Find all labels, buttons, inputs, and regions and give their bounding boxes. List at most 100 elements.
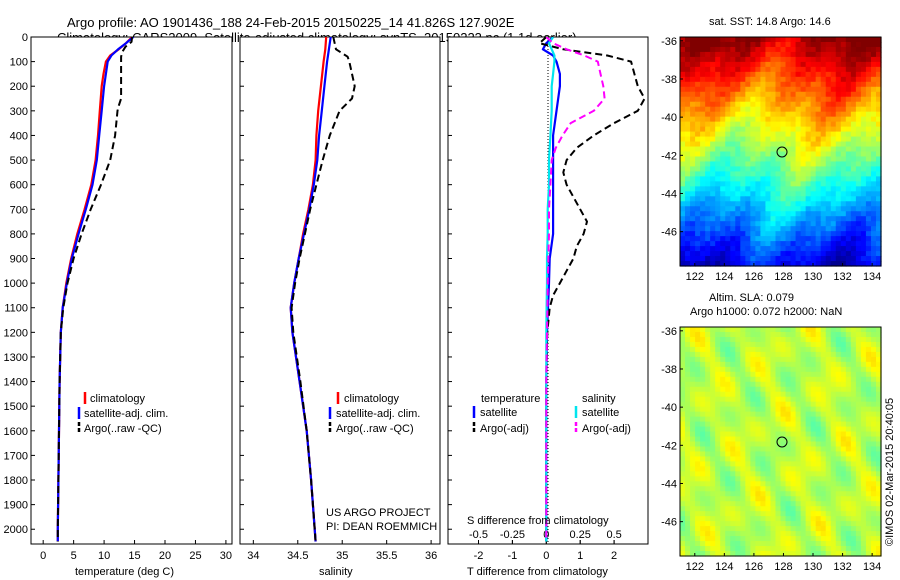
map-cell (715, 201, 721, 207)
map-cell (730, 166, 736, 173)
map-cell (795, 61, 802, 68)
map-cell (785, 176, 792, 182)
map-cell (745, 416, 751, 423)
map-cell (795, 441, 802, 448)
map-cell (730, 411, 736, 418)
map-cell (765, 501, 772, 507)
map-cell (820, 346, 827, 353)
map-cell (830, 37, 837, 43)
map-cell (790, 361, 797, 368)
map-cell (700, 181, 706, 187)
map-cell (770, 116, 777, 123)
map-cell (780, 206, 787, 212)
map-cell (760, 376, 767, 383)
map-cell (870, 371, 877, 378)
map-cell (805, 386, 812, 393)
map-cell (820, 71, 827, 78)
map-cell (860, 37, 867, 43)
map-cell (840, 186, 847, 192)
map-cell (760, 526, 767, 532)
map-cell (805, 361, 812, 368)
map-cell (870, 37, 877, 43)
map-cell (820, 481, 827, 487)
map-cell (725, 391, 731, 398)
map-cell (850, 126, 857, 133)
map-cell (740, 76, 746, 83)
map-cell (825, 436, 832, 443)
map-cell (800, 241, 807, 247)
map-cell (845, 201, 852, 207)
map-cell (805, 46, 812, 53)
map-cell (780, 371, 787, 378)
map-cell (815, 81, 822, 88)
map-cell (750, 71, 756, 78)
map-cell (745, 261, 751, 267)
map-cell (870, 196, 877, 202)
map-cell (695, 511, 701, 517)
map-cell (760, 486, 767, 492)
map-cell (705, 106, 711, 113)
map-cell (700, 86, 706, 93)
map-cell (755, 386, 762, 393)
map-cell (820, 37, 827, 43)
sst-map: sat. SST: 14.8 Argo: 14.6 122 124 126 128 13… (661, 16, 882, 283)
map-cell (850, 231, 857, 237)
map-cell (870, 181, 877, 187)
map-cell (725, 496, 731, 502)
map-cell (755, 46, 762, 53)
map-cell (820, 156, 827, 163)
map-cell (770, 206, 777, 212)
map-cell (810, 481, 817, 487)
map-cell (705, 56, 711, 63)
map-cell (770, 96, 777, 103)
map-cell (770, 466, 777, 472)
map-cell (740, 121, 746, 128)
map-cell (870, 411, 877, 418)
map-cell (830, 156, 837, 163)
map-cell (760, 256, 767, 262)
map-cell (870, 131, 877, 138)
map-cell (695, 176, 701, 182)
map-cell (830, 71, 837, 78)
map-cell (790, 526, 797, 532)
map-cell (845, 66, 852, 73)
map-cell (835, 516, 842, 522)
map-cell (715, 76, 721, 83)
map-cell (765, 37, 772, 43)
map-cell (765, 371, 772, 378)
map-cell (730, 37, 736, 43)
map-cell (735, 241, 741, 247)
map-cell (710, 71, 716, 78)
map-cell (785, 111, 792, 118)
map-cell (705, 436, 711, 443)
map-cell (795, 216, 802, 222)
legend-title-salinity: salinity (582, 393, 616, 405)
map-cell (790, 211, 797, 217)
map-cell (755, 521, 762, 527)
map-cell (695, 81, 701, 88)
map-cell (860, 181, 867, 187)
map-cell (840, 176, 847, 182)
map-cell (695, 386, 701, 393)
map-cell (860, 401, 867, 408)
map-cell (745, 536, 751, 542)
map-cell (860, 521, 867, 527)
map-cell (795, 411, 802, 418)
map-cell (870, 461, 877, 467)
map-cell (725, 371, 731, 378)
map-cell (740, 381, 746, 388)
map-cell (750, 221, 756, 227)
map-cell (775, 406, 782, 413)
map-cell (840, 196, 847, 202)
map-cell (845, 96, 852, 103)
map-cell (720, 416, 726, 423)
map-cell (710, 327, 716, 333)
map-cell (750, 66, 756, 73)
map-cell (770, 61, 777, 68)
map-cell (815, 327, 822, 333)
map-cell (705, 261, 711, 267)
map-cell (690, 111, 696, 118)
map-cell (875, 196, 882, 202)
map-cell (865, 396, 872, 403)
map-cell (725, 451, 731, 458)
